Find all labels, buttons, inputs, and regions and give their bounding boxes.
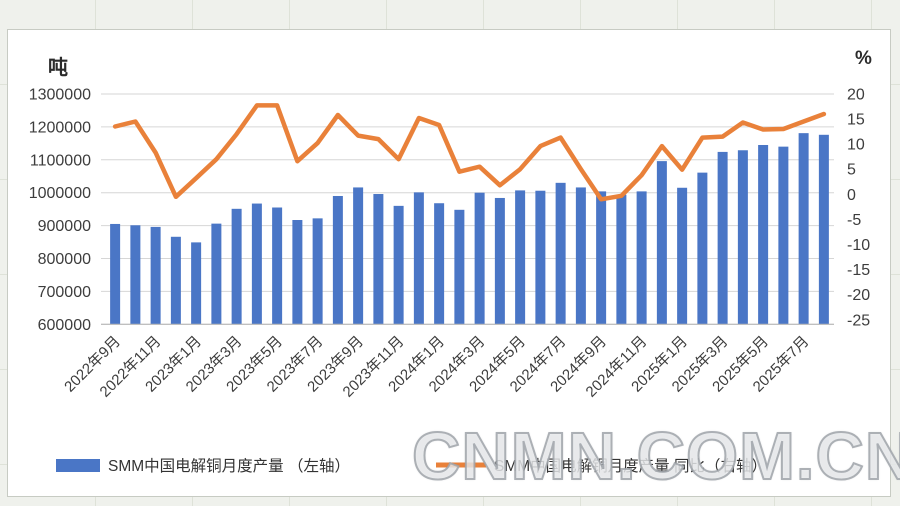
- production-bar: [413, 192, 424, 325]
- left-axis-tick: 1300000: [29, 87, 91, 104]
- right-axis-tick: 20: [847, 86, 865, 103]
- combo-chart: 1300000 1200000 1100000 1000000 900000 800000…: [29, 48, 872, 475]
- legend-label-production: SMM中国电解铜月度产量 （左轴）: [108, 457, 350, 475]
- left-axis-tick: 700000: [38, 284, 91, 301]
- production-bar: [434, 203, 445, 325]
- production-bar: [312, 218, 323, 325]
- left-axis-tick: 900000: [38, 218, 91, 235]
- production-bar: [575, 187, 586, 325]
- right-axis-tick: -25: [847, 312, 870, 329]
- production-bar: [393, 205, 404, 325]
- right-axis-tick: 0: [847, 187, 856, 204]
- production-bar: [535, 190, 546, 325]
- production-bar: [170, 236, 181, 325]
- production-bar: [778, 146, 789, 325]
- production-bar: [292, 220, 303, 325]
- left-axis-tick: 1100000: [30, 152, 91, 169]
- production-bar: [596, 191, 607, 325]
- production-bar: [656, 161, 667, 325]
- production-bar: [191, 242, 202, 325]
- right-axis-tick: -10: [847, 237, 870, 254]
- production-bar: [818, 134, 829, 325]
- right-axis-tick: -20: [847, 287, 870, 304]
- right-axis-tick: 10: [847, 137, 865, 154]
- production-bar: [231, 208, 242, 325]
- yoy-line: [112, 103, 827, 202]
- production-bar: [555, 182, 566, 325]
- production-bar: [454, 209, 465, 325]
- left-axis-tick: 1000000: [29, 185, 91, 202]
- production-bar: [130, 225, 141, 325]
- left-axis-unit-label: 吨: [48, 55, 68, 79]
- production-bar: [697, 172, 708, 325]
- legend-swatch-production: [56, 459, 100, 472]
- production-bar: [211, 223, 222, 325]
- production-bar: [737, 150, 748, 325]
- right-axis-tick: -15: [847, 262, 870, 279]
- production-bar: [677, 187, 688, 325]
- production-bar: [798, 133, 809, 325]
- left-axis-tick: 800000: [38, 251, 91, 268]
- production-bar: [515, 190, 526, 325]
- legend-label-yoy: SMM中国电解铜月度产量 同比（右轴）: [494, 457, 767, 475]
- production-bar: [494, 197, 505, 325]
- left-axis-tick: 600000: [38, 317, 91, 334]
- production-bar: [332, 195, 343, 325]
- production-bar: [110, 223, 121, 325]
- right-axis-unit-label: %: [855, 48, 872, 69]
- right-axis-tick: 15: [847, 112, 865, 129]
- production-bar: [272, 207, 283, 325]
- production-bar: [474, 192, 485, 325]
- chart-panel: 1300000 1200000 1100000 1000000 900000 800000…: [7, 29, 891, 497]
- right-axis-tick: -5: [847, 212, 861, 229]
- production-bar: [616, 194, 627, 325]
- production-bar: [150, 226, 161, 325]
- production-bar: [373, 194, 384, 325]
- production-bar: [758, 144, 769, 325]
- production-bar: [251, 203, 262, 325]
- right-axis-tick: 5: [847, 162, 856, 179]
- production-bar: [353, 187, 364, 325]
- left-axis-tick: 1200000: [29, 119, 91, 136]
- production-bar: [636, 191, 647, 325]
- production-bar: [717, 151, 728, 325]
